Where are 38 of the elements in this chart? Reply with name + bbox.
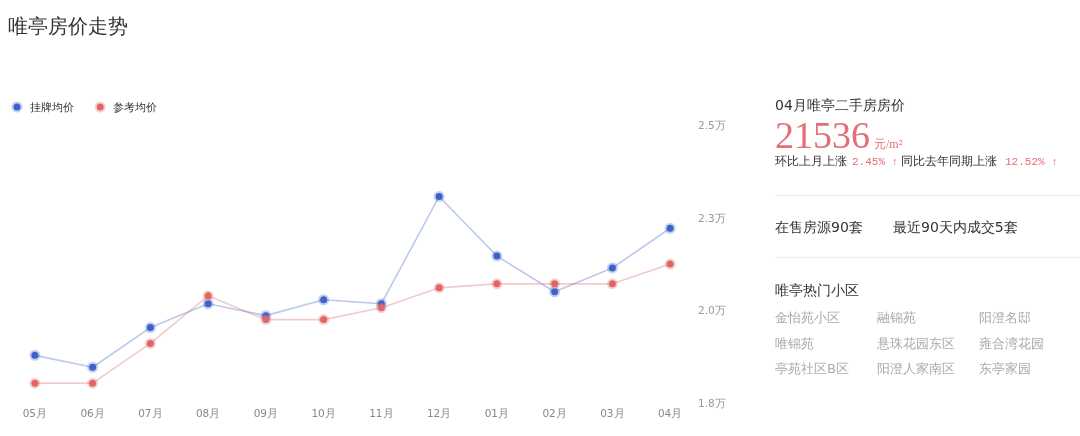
text: 2.45% ↑	[852, 156, 899, 168]
x-tick-label: 10月	[311, 407, 336, 419]
text: 最近90天内成交5套	[893, 219, 1018, 235]
y-tick-label: 2.0万	[698, 304, 726, 317]
text: 阳澄名邸	[979, 310, 1031, 325]
x-tick-label: 11月	[369, 407, 394, 419]
x-tick-label: 01月	[484, 407, 510, 419]
text: 元/m²	[874, 137, 903, 151]
text: 21536	[775, 114, 870, 156]
text: 亭苑社区B区	[775, 361, 849, 376]
text: 04月唯亭二手房房价	[775, 97, 905, 113]
legend-label: 挂牌均价	[30, 100, 74, 114]
x-tick-label: 09月	[253, 407, 279, 419]
text: 金怡苑小区	[775, 310, 840, 325]
text: 东亭家园	[979, 361, 1031, 376]
y-tick-label: 2.5万	[698, 119, 726, 131]
text: 融锦苑	[877, 310, 916, 325]
text: 在售房源90套	[775, 219, 863, 235]
x-tick-label: 02月	[542, 407, 567, 419]
text: 雍合湾花园	[979, 335, 1044, 351]
text: 阳澄人家南区	[877, 361, 955, 376]
x-tick-label: 04月	[657, 407, 683, 419]
text: 同比去年同期上涨	[901, 154, 997, 168]
x-tick-label: 03月	[600, 407, 625, 419]
y-tick-label: 1.8万	[698, 397, 726, 409]
x-tick-label: 07月	[138, 407, 163, 419]
text: 环比上月上涨	[775, 154, 847, 168]
legend-label: 参考均价	[113, 100, 158, 114]
x-tick-label: 05月	[22, 407, 48, 419]
chart-title: 唯亭房价走势	[8, 14, 128, 38]
x-tick-label: 06月	[80, 407, 105, 419]
y-tick-label: 2.3万	[698, 211, 726, 224]
text: 悬珠花园东区	[876, 335, 955, 351]
x-tick-label: 08月	[195, 407, 221, 419]
text: 12.52% ↑	[1005, 156, 1058, 168]
x-tick-label: 12月	[426, 407, 452, 419]
text: 唯亭热门小区	[775, 282, 859, 298]
text: 唯锦苑	[775, 335, 814, 351]
